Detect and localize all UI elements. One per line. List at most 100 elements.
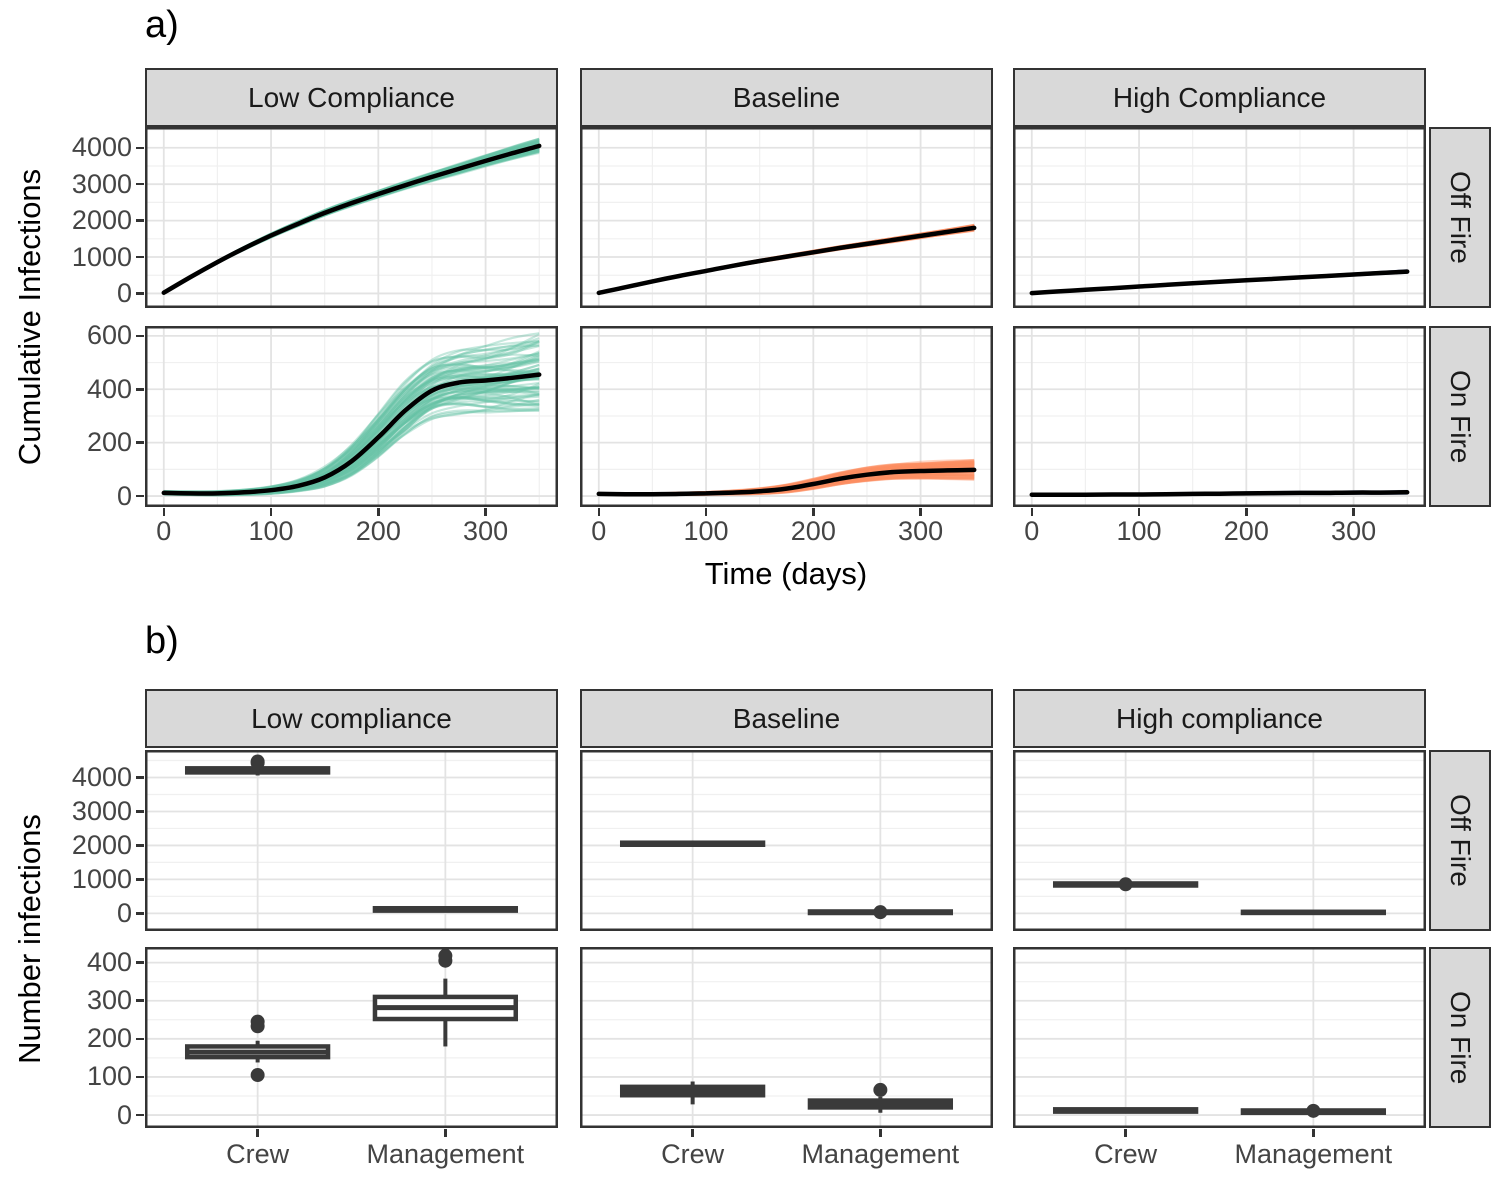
y-tick-label: 4000 [71,132,132,163]
y-tick-label: 1000 [71,863,132,894]
y-tick-label: 4000 [71,762,132,792]
y-tick-label: 0 [116,480,132,511]
x-tick-label: 200 [790,516,836,546]
y-tick-mark [136,776,144,779]
category-tick-label: Crew [1094,1139,1158,1169]
y-tick-mark [136,961,144,964]
y-tick-label: 0 [116,1099,132,1130]
x-tick-label: 100 [1116,516,1162,546]
x-tick-mark [256,1129,259,1137]
x-tick-mark [1245,508,1248,516]
facet-strip-a-baseline: Baseline [580,68,993,127]
y-tick-label: 3000 [71,795,132,826]
y-tick-label: 300 [86,985,132,1016]
x-tick-label: 0 [1024,516,1040,546]
y-tick-mark [136,146,144,149]
x-tick-label: 300 [463,516,509,546]
y-tick-mark [136,494,144,498]
facet-strip-b-low-compliance: Low compliance [145,689,558,748]
y-tick-label: 0 [116,897,132,928]
x-tick-mark [704,508,708,516]
y-tick-label: 2000 [71,829,132,860]
facet-plot-b-r1-c1 [580,947,993,1128]
x-tick-label: 0 [591,516,607,546]
facet-plot-b-r1-c0 [145,947,558,1128]
y-tick-mark [136,388,144,391]
x-tick-mark [691,1129,694,1137]
x-tick-label: 300 [898,516,944,546]
facet-plot-b-r1-c2 [1013,947,1426,1128]
x-tick-label: 200 [355,516,401,546]
facet-strip-b-off-fire: Off Fire [1429,750,1491,931]
y-tick-mark [136,1037,144,1041]
y-tick-label: 0 [116,277,132,308]
y-tick-label: 1000 [71,241,132,272]
x-tick-label: 300 [1331,516,1377,546]
y-tick-mark [136,912,144,915]
x-tick-label: 0 [156,516,172,546]
facet-plot-a-r0-c0 [145,127,558,308]
facet-strip-a-on-fire: On Fire [1429,326,1491,507]
y-tick-label: 2000 [71,205,132,236]
x-tick-mark [1124,1129,1127,1137]
y-tick-mark [136,878,144,881]
y-tick-label: 600 [86,320,132,351]
facet-plot-a-r0-c2 [1013,127,1426,308]
x-tick-mark [1352,508,1355,516]
x-tick-mark [879,1129,882,1137]
x-tick-mark [1137,508,1141,516]
facet-strip-b-high-compliance: High compliance [1013,689,1426,748]
category-tick-label: Management [366,1139,525,1169]
facet-strip-b-on-fire: On Fire [1429,947,1491,1128]
y-tick-mark [136,219,144,222]
x-tick-mark [812,508,815,516]
x-tick-mark [162,508,166,516]
x-tick-mark [484,508,487,516]
x-tick-mark [1030,508,1034,516]
y-tick-mark [136,999,144,1002]
x-tick-mark [919,508,922,516]
y-tick-mark [136,1113,144,1117]
panel-a-tag: a) [145,4,179,46]
y-tick-label: 400 [86,947,132,978]
facet-strip-b-baseline: Baseline [580,689,993,748]
panel-b-tag: b) [145,620,179,662]
facet-plot-a-r0-c1 [580,127,993,308]
facet-plot-b-r0-c0 [145,750,558,931]
facet-strip-a-low-compliance: Low Compliance [145,68,558,127]
y-tick-mark [136,292,144,295]
y-tick-mark [136,441,144,444]
y-tick-mark [136,844,144,847]
y-tick-label: 200 [86,427,132,458]
y-tick-label: 100 [86,1061,132,1092]
x-tick-mark [1312,1129,1315,1137]
category-tick-label: Management [801,1139,960,1169]
panel-a-x-axis-title: Time (days) [704,556,868,591]
x-tick-label: 100 [248,516,294,546]
x-tick-mark [269,508,273,516]
facet-plot-b-r0-c2 [1013,750,1426,931]
y-tick-label: 3000 [71,168,132,199]
category-tick-label: Crew [661,1139,725,1169]
x-tick-label: 200 [1223,516,1269,546]
facet-plot-a-r1-c2 [1013,326,1426,507]
facet-plot-b-r0-c1 [580,750,993,931]
category-tick-label: Crew [226,1139,290,1169]
facet-strip-a-off-fire: Off Fire [1429,127,1491,308]
y-tick-label: 400 [86,373,132,404]
x-tick-mark [377,508,380,516]
x-tick-mark [444,1129,447,1137]
facet-strip-a-high-compliance: High Compliance [1013,68,1426,127]
x-tick-label: 100 [683,516,729,546]
category-tick-label: Management [1234,1139,1393,1169]
y-tick-mark [136,255,144,259]
y-tick-label: 200 [86,1023,132,1054]
facet-plot-a-r1-c0 [145,326,558,507]
x-tick-mark [597,508,601,516]
y-tick-mark [136,810,144,813]
y-tick-mark [136,182,144,186]
y-tick-mark [136,1075,144,1079]
y-tick-mark [136,334,144,338]
facet-plot-a-r1-c1 [580,326,993,507]
